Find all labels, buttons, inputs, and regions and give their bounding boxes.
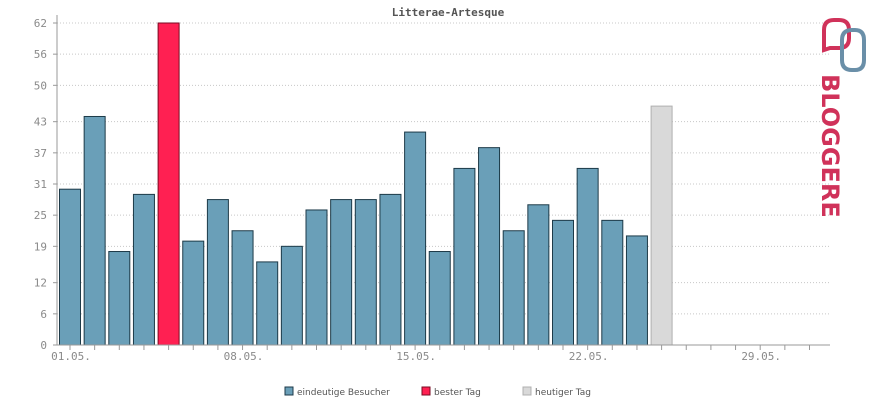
x-tick-label: 01.05. xyxy=(51,350,91,363)
y-tick-label: 37 xyxy=(34,147,47,160)
logo-icon xyxy=(822,18,866,72)
legend-swatch xyxy=(522,386,532,396)
bar-day-11 xyxy=(305,209,328,346)
bar-day-15 xyxy=(404,131,427,346)
legend-swatch xyxy=(421,386,431,396)
y-tick-label: 62 xyxy=(34,17,47,30)
bar-day-10 xyxy=(280,245,303,346)
bar-day-18 xyxy=(478,147,501,346)
x-tick-label: 15.05. xyxy=(396,350,436,363)
bar-day-8 xyxy=(231,230,254,346)
chart-title: Litterae-Artesque xyxy=(392,6,505,19)
legend-label: heutiger Tag xyxy=(535,388,591,398)
y-tick-label: 50 xyxy=(34,79,47,92)
bar-day-4 xyxy=(132,193,155,346)
y-tick-label: 31 xyxy=(34,178,47,191)
bar-day-20 xyxy=(527,204,550,346)
bar-day-2 xyxy=(83,115,106,346)
bar-day-22 xyxy=(576,167,599,346)
bar-day-1 xyxy=(59,188,81,346)
y-tick-label: 0 xyxy=(40,339,47,352)
legend-label: eindeutige Besucher xyxy=(297,388,390,398)
bar-day-7 xyxy=(206,199,229,346)
bar-day-19 xyxy=(502,230,525,346)
bar-day-17 xyxy=(453,167,476,346)
bar-day-3 xyxy=(108,251,131,346)
bar-day-23 xyxy=(601,219,624,346)
y-tick-label: 25 xyxy=(34,209,47,222)
x-tick-label: 29.05. xyxy=(741,350,781,363)
legend-swatch xyxy=(284,386,294,396)
bar-day-21 xyxy=(552,219,574,346)
bar-day-12 xyxy=(330,199,353,346)
x-axis-ticks: 01.05. 08.05. 15.05. 22.05. 29.05. xyxy=(51,345,810,363)
y-tick-label: 43 xyxy=(34,116,47,129)
bar-day-14 xyxy=(379,193,402,346)
y-axis-ticks: 0 6 12 19 25 31 37 43 50 56 62 xyxy=(34,17,57,352)
y-tick-label: 6 xyxy=(40,308,47,321)
legend: eindeutige Besucher bester Tag heutiger Ta… xyxy=(284,386,591,398)
y-tick-label: 19 xyxy=(34,240,47,253)
bar-day-16 xyxy=(428,251,451,346)
bar-day-13 xyxy=(354,199,377,346)
bar-day-25 xyxy=(650,105,673,346)
logo-wordmark: BLOGGEREI.DE xyxy=(816,74,844,216)
bars xyxy=(59,22,673,346)
x-tick-label: 22.05. xyxy=(569,350,609,363)
y-tick-label: 56 xyxy=(34,48,47,61)
bar-day-9 xyxy=(256,261,279,346)
y-tick-label: 12 xyxy=(34,277,47,290)
bar-day-5 xyxy=(157,22,180,346)
axes xyxy=(53,15,830,346)
bloggerei-logo: BLOGGEREI.DE xyxy=(816,18,866,216)
x-tick-label: 08.05. xyxy=(224,350,264,363)
legend-label: bester Tag xyxy=(434,388,481,398)
bar-day-24 xyxy=(625,235,648,346)
bar-day-6 xyxy=(182,240,205,346)
